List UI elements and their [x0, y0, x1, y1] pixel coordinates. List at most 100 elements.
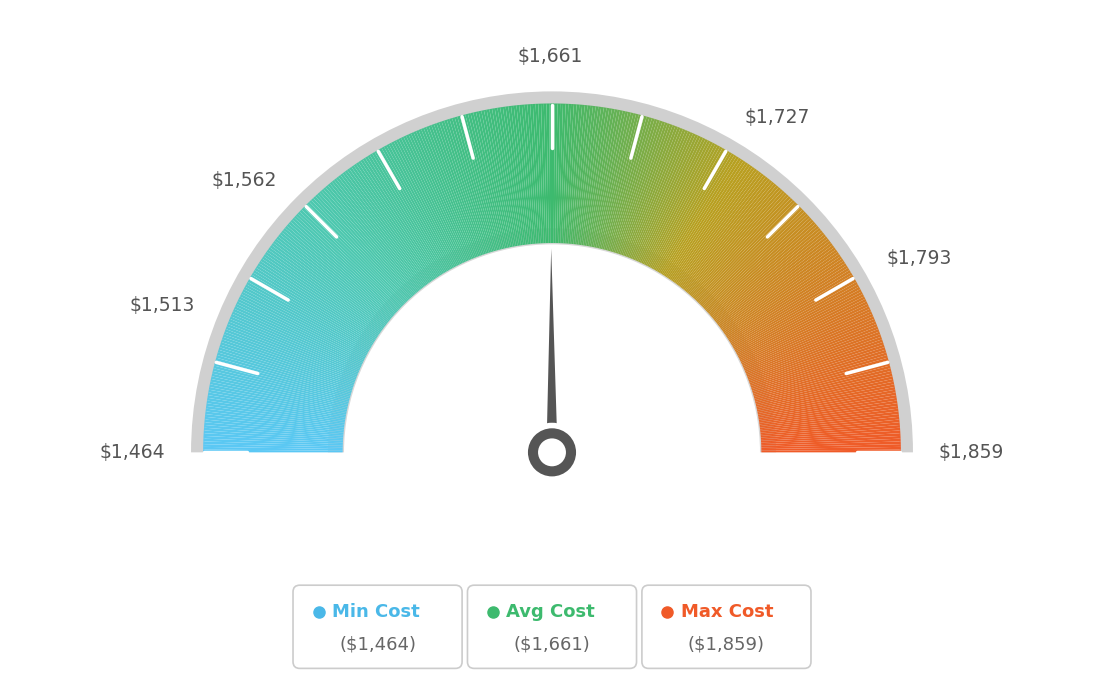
Wedge shape [220, 342, 353, 388]
Wedge shape [757, 382, 894, 411]
Wedge shape [606, 115, 644, 250]
Wedge shape [753, 355, 888, 395]
Wedge shape [702, 210, 805, 308]
Wedge shape [758, 393, 896, 418]
Text: $1,562: $1,562 [212, 171, 277, 190]
Wedge shape [444, 119, 489, 253]
Wedge shape [208, 395, 346, 420]
Wedge shape [760, 400, 898, 423]
Wedge shape [670, 164, 751, 280]
Wedge shape [203, 444, 342, 449]
Wedge shape [206, 403, 344, 424]
Wedge shape [648, 143, 715, 267]
Wedge shape [212, 373, 348, 406]
Wedge shape [761, 439, 901, 446]
Wedge shape [481, 110, 511, 248]
Wedge shape [203, 447, 342, 451]
Wedge shape [708, 219, 814, 314]
Wedge shape [696, 198, 793, 301]
Wedge shape [460, 115, 498, 250]
Wedge shape [672, 167, 755, 282]
Wedge shape [761, 436, 901, 444]
Wedge shape [703, 212, 806, 309]
Wedge shape [743, 309, 871, 368]
Wedge shape [272, 243, 384, 328]
Wedge shape [210, 382, 347, 411]
Wedge shape [692, 193, 787, 297]
Wedge shape [641, 137, 703, 264]
Wedge shape [761, 417, 900, 433]
Wedge shape [309, 200, 407, 302]
Wedge shape [217, 350, 352, 393]
Wedge shape [203, 436, 343, 444]
Wedge shape [428, 125, 479, 257]
Wedge shape [677, 172, 762, 285]
Wedge shape [447, 119, 490, 253]
Wedge shape [657, 150, 730, 272]
Wedge shape [474, 112, 507, 248]
Wedge shape [734, 279, 857, 350]
Wedge shape [418, 129, 474, 259]
Wedge shape [746, 322, 877, 375]
Wedge shape [225, 326, 357, 378]
Wedge shape [604, 115, 641, 250]
FancyBboxPatch shape [293, 585, 463, 669]
Wedge shape [209, 387, 347, 415]
Text: ($1,464): ($1,464) [339, 635, 416, 653]
Wedge shape [757, 384, 894, 413]
Wedge shape [684, 181, 774, 291]
Wedge shape [203, 439, 343, 446]
Wedge shape [711, 226, 819, 317]
Wedge shape [755, 371, 892, 405]
Wedge shape [714, 232, 825, 322]
Wedge shape [468, 113, 503, 249]
Wedge shape [204, 422, 343, 436]
Wedge shape [750, 339, 883, 386]
Wedge shape [394, 140, 458, 266]
Wedge shape [251, 275, 372, 347]
Wedge shape [234, 306, 362, 366]
Wedge shape [736, 286, 860, 355]
Wedge shape [233, 309, 361, 368]
Wedge shape [208, 393, 346, 418]
Wedge shape [257, 263, 376, 340]
Wedge shape [261, 259, 378, 337]
Wedge shape [612, 118, 655, 253]
Wedge shape [615, 119, 660, 253]
Wedge shape [694, 196, 790, 299]
Wedge shape [500, 107, 522, 246]
Wedge shape [752, 350, 887, 393]
Wedge shape [530, 104, 541, 244]
Wedge shape [679, 175, 766, 287]
Wedge shape [646, 140, 710, 266]
Wedge shape [552, 104, 554, 243]
Wedge shape [203, 433, 343, 442]
Wedge shape [762, 450, 901, 453]
Wedge shape [707, 217, 811, 313]
Wedge shape [243, 289, 367, 356]
Wedge shape [204, 425, 343, 437]
Wedge shape [751, 344, 884, 389]
Wedge shape [299, 210, 402, 308]
Wedge shape [269, 245, 383, 329]
Wedge shape [755, 368, 891, 404]
Wedge shape [241, 291, 367, 357]
Wedge shape [546, 104, 551, 243]
Wedge shape [671, 166, 753, 281]
Wedge shape [360, 159, 438, 277]
Wedge shape [203, 450, 342, 453]
Wedge shape [737, 291, 863, 357]
Text: $1,859: $1,859 [938, 443, 1004, 462]
Wedge shape [718, 239, 829, 326]
Wedge shape [502, 106, 524, 245]
Wedge shape [675, 170, 760, 284]
Wedge shape [660, 153, 734, 274]
Wedge shape [304, 206, 404, 306]
Wedge shape [655, 148, 725, 270]
Wedge shape [634, 131, 691, 260]
Text: ($1,859): ($1,859) [688, 635, 765, 653]
Wedge shape [563, 104, 574, 244]
Wedge shape [265, 252, 381, 333]
Wedge shape [722, 250, 838, 332]
Wedge shape [256, 266, 375, 342]
